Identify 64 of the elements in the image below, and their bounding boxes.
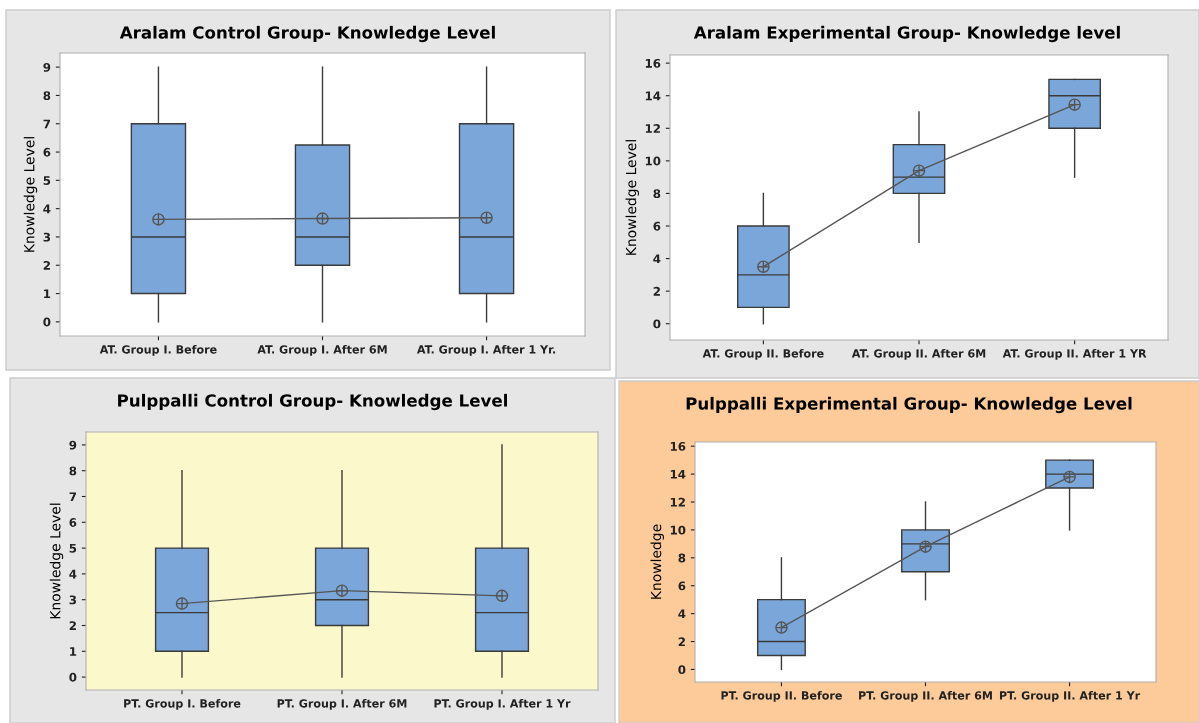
y-tick-label: 3 [69, 595, 77, 605]
y-tick-label: 1 [44, 289, 51, 299]
x-tick-label: PT. Group I. Before [124, 699, 241, 710]
y-tick-label: 0 [69, 672, 77, 682]
x-tick-label: PT. Group I. After 6M [277, 699, 407, 710]
chart-title: Aralam Control Group- Knowledge Level [119, 25, 495, 43]
x-tick-label: AT. Group II. After 1 YR [1002, 349, 1147, 360]
y-tick-label: 7 [69, 492, 77, 501]
y-tick-label: 7 [43, 119, 51, 129]
point [775, 621, 788, 634]
x-tick-label: AT. Group I. Before [99, 345, 217, 356]
point [335, 584, 349, 597]
y-axis-title: Knowledge Level [49, 503, 64, 619]
y-tick-label: 9 [43, 62, 51, 72]
y-tick-label: 0 [653, 319, 661, 329]
point [757, 260, 770, 273]
y-tick-label: 6 [69, 518, 77, 527]
point [495, 589, 509, 603]
point [1068, 98, 1081, 111]
y-tick-label: 12 [645, 124, 660, 133]
y-tick-label: 8 [653, 189, 661, 199]
y-tick-label: 6 [653, 221, 661, 231]
y-tick-label: 14 [645, 91, 661, 101]
y-tick-label: 8 [678, 553, 686, 563]
y-tick-label: 2 [678, 637, 685, 647]
y-tick-label: 2 [69, 621, 76, 630]
y-tick-label: 14 [670, 469, 686, 479]
y-tick-label: 9 [69, 440, 77, 450]
y-axis-title: Knowledge Level [625, 140, 639, 255]
y-tick-label: 12 [670, 497, 685, 507]
y-tick-label: 16 [645, 58, 661, 68]
y-tick-label: 3 [43, 232, 51, 242]
y-axis-title: Knowledge [650, 524, 664, 599]
y-tick-label: 16 [670, 441, 686, 451]
y-tick-label: 8 [69, 466, 77, 476]
y-tick-label: 0 [678, 665, 686, 675]
x-tick-label: PT. Group II. After 1 Yr [999, 691, 1141, 702]
y-tick-label: 10 [645, 156, 661, 166]
chart-title: Aralam Experimental Group- Knowledge level [693, 25, 1120, 43]
y-tick-label: 1 [70, 647, 77, 656]
y-tick-label: 2 [653, 286, 660, 296]
y-tick-label: 6 [678, 581, 686, 591]
x-tick-label: AT. Group II. Before [702, 349, 824, 360]
y-tick-label: 8 [43, 91, 51, 101]
y-tick-label: 2 [43, 260, 50, 270]
x-tick-label: PT. Group II. Before [721, 691, 842, 702]
y-tick-label: 6 [43, 147, 51, 157]
y-tick-label: 10 [670, 525, 686, 535]
x-tick-label: AT. Group I. After 1 Yr. [416, 345, 556, 356]
point [175, 597, 189, 610]
x-tick-label: AT. Group I. After 6M [257, 345, 387, 356]
y-tick-label: 4 [43, 204, 51, 214]
x-tick-label: AT. Group II. After 6M [851, 349, 986, 360]
y-tick-label: 5 [69, 543, 77, 553]
x-tick-label: PT. Group I. After 1 Yr [434, 699, 571, 710]
y-tick-label: 4 [653, 254, 661, 264]
y-tick-label: 0 [43, 317, 51, 327]
chart-title: Pulppalli Control Group- Knowledge Level [118, 393, 508, 411]
y-axis-title: Knowledge Level [23, 137, 38, 252]
chart-title: Pulppalli Experimental Group- Knowledge Level [686, 396, 1132, 414]
y-tick-label: 4 [678, 609, 686, 619]
y-tick-label: 4 [69, 569, 77, 579]
x-tick-label: PT. Group II. After 6M [859, 691, 992, 702]
y-tick-label: 5 [43, 176, 51, 185]
